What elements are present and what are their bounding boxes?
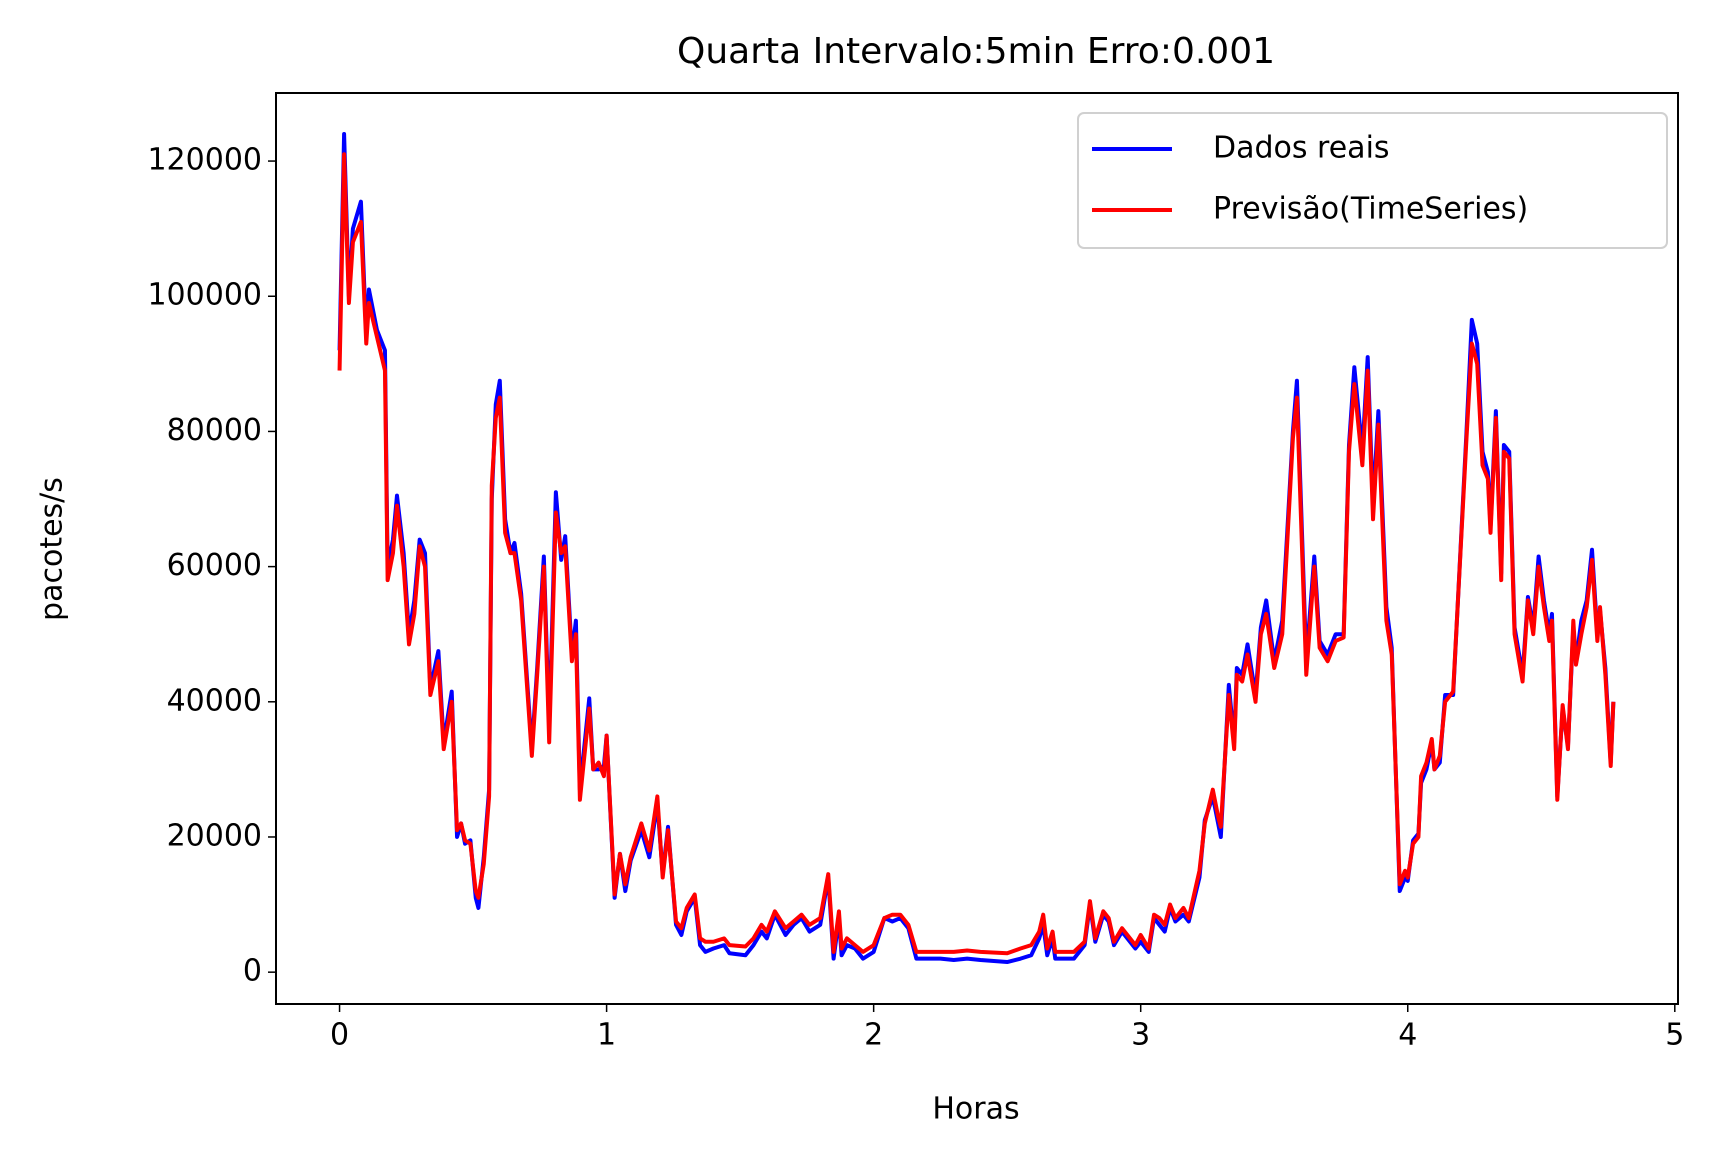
x-tick-label: 3 (1131, 1018, 1150, 1053)
x-tick-label: 0 (330, 1018, 349, 1053)
y-tick-label: 0 (243, 954, 262, 989)
x-tick-label: 4 (1398, 1018, 1417, 1053)
x-tick-label: 2 (864, 1018, 883, 1053)
y-tick-label: 120000 (147, 143, 262, 178)
x-tick-label: 5 (1665, 1018, 1684, 1053)
chart-title: Quarta Intervalo:5min Erro:0.001 (677, 31, 1275, 72)
legend-label: Previsão(TimeSeries) (1213, 192, 1528, 227)
data-line (337, 152, 1616, 956)
y-tick-label: 60000 (167, 548, 262, 583)
legend-box (1077, 112, 1668, 249)
plot-frame (275, 92, 1679, 1005)
y-tick-label: 40000 (167, 683, 262, 718)
legend-label: Dados reais (1213, 131, 1390, 166)
x-axis-label: Horas (932, 1092, 1019, 1127)
x-tick-label: 1 (597, 1018, 616, 1053)
y-tick-label: 20000 (167, 818, 262, 853)
data-line (337, 132, 1616, 965)
y-tick-label: 100000 (147, 278, 262, 313)
y-tick-label: 80000 (167, 413, 262, 448)
y-axis-label: pacotes/s (35, 477, 70, 621)
